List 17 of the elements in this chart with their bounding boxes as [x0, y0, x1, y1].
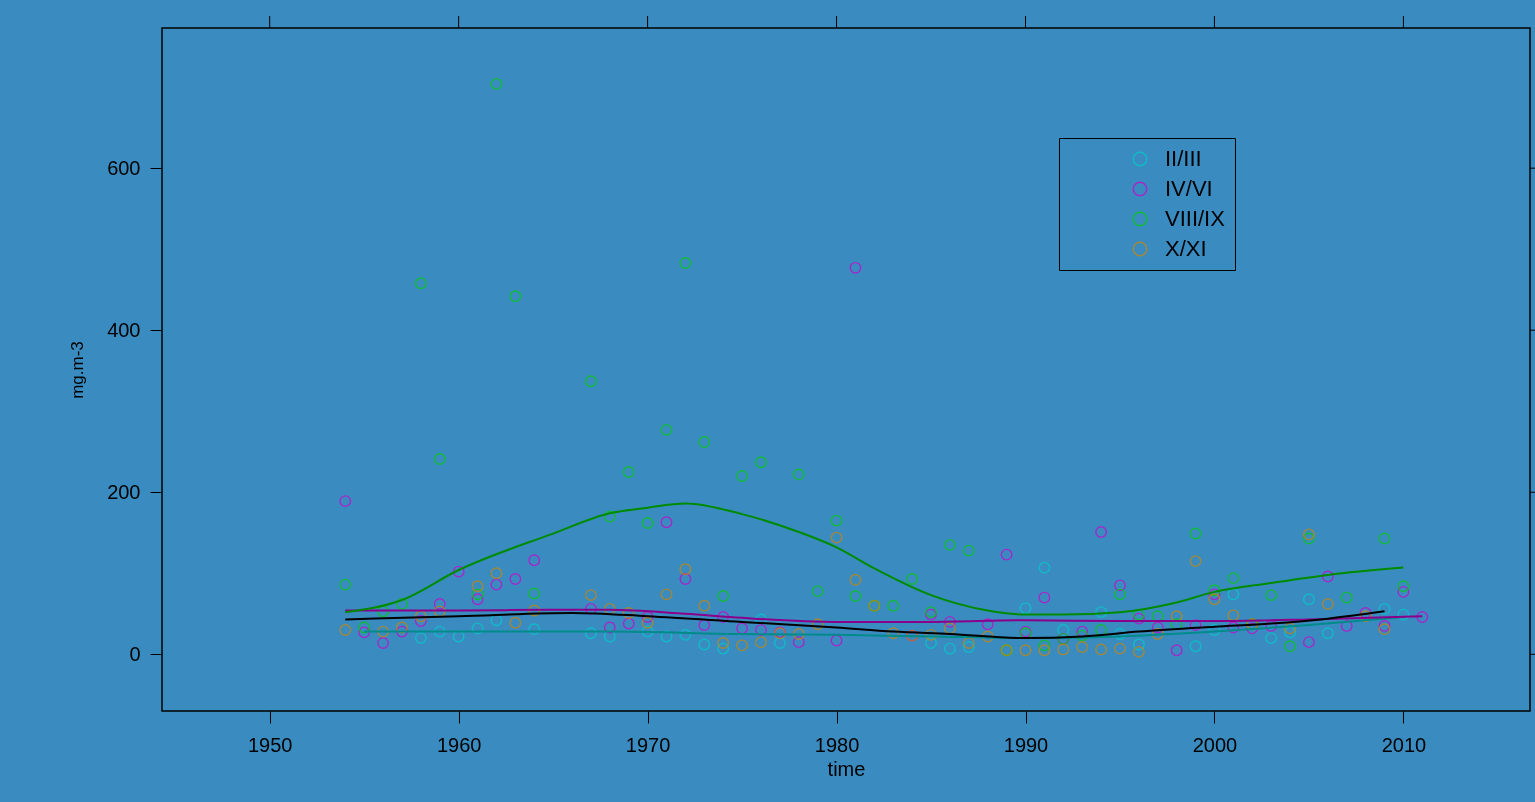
y-tick-label: 0	[129, 642, 141, 665]
x-axis-title: time	[827, 757, 866, 780]
x-tick-label: 1970	[625, 733, 671, 756]
x-tick-label: 2000	[1192, 733, 1238, 756]
y-tick-label: 200	[107, 480, 141, 503]
legend-label: IV/VI	[1165, 176, 1213, 201]
x-tick-label: 1950	[247, 733, 293, 756]
legend-label: II/III	[1165, 146, 1202, 171]
y-tick-label: 400	[107, 318, 141, 341]
legend-label: X/XI	[1165, 236, 1207, 261]
x-tick-label: 1980	[814, 733, 860, 756]
x-tick-label: 2010	[1381, 733, 1427, 756]
x-tick-label: 1990	[1003, 733, 1049, 756]
y-tick-label: 600	[107, 156, 141, 179]
y-axis-title: mg.m-3	[68, 341, 88, 399]
x-tick-label: 1960	[436, 733, 482, 756]
legend-label: VIII/IX	[1165, 206, 1226, 231]
